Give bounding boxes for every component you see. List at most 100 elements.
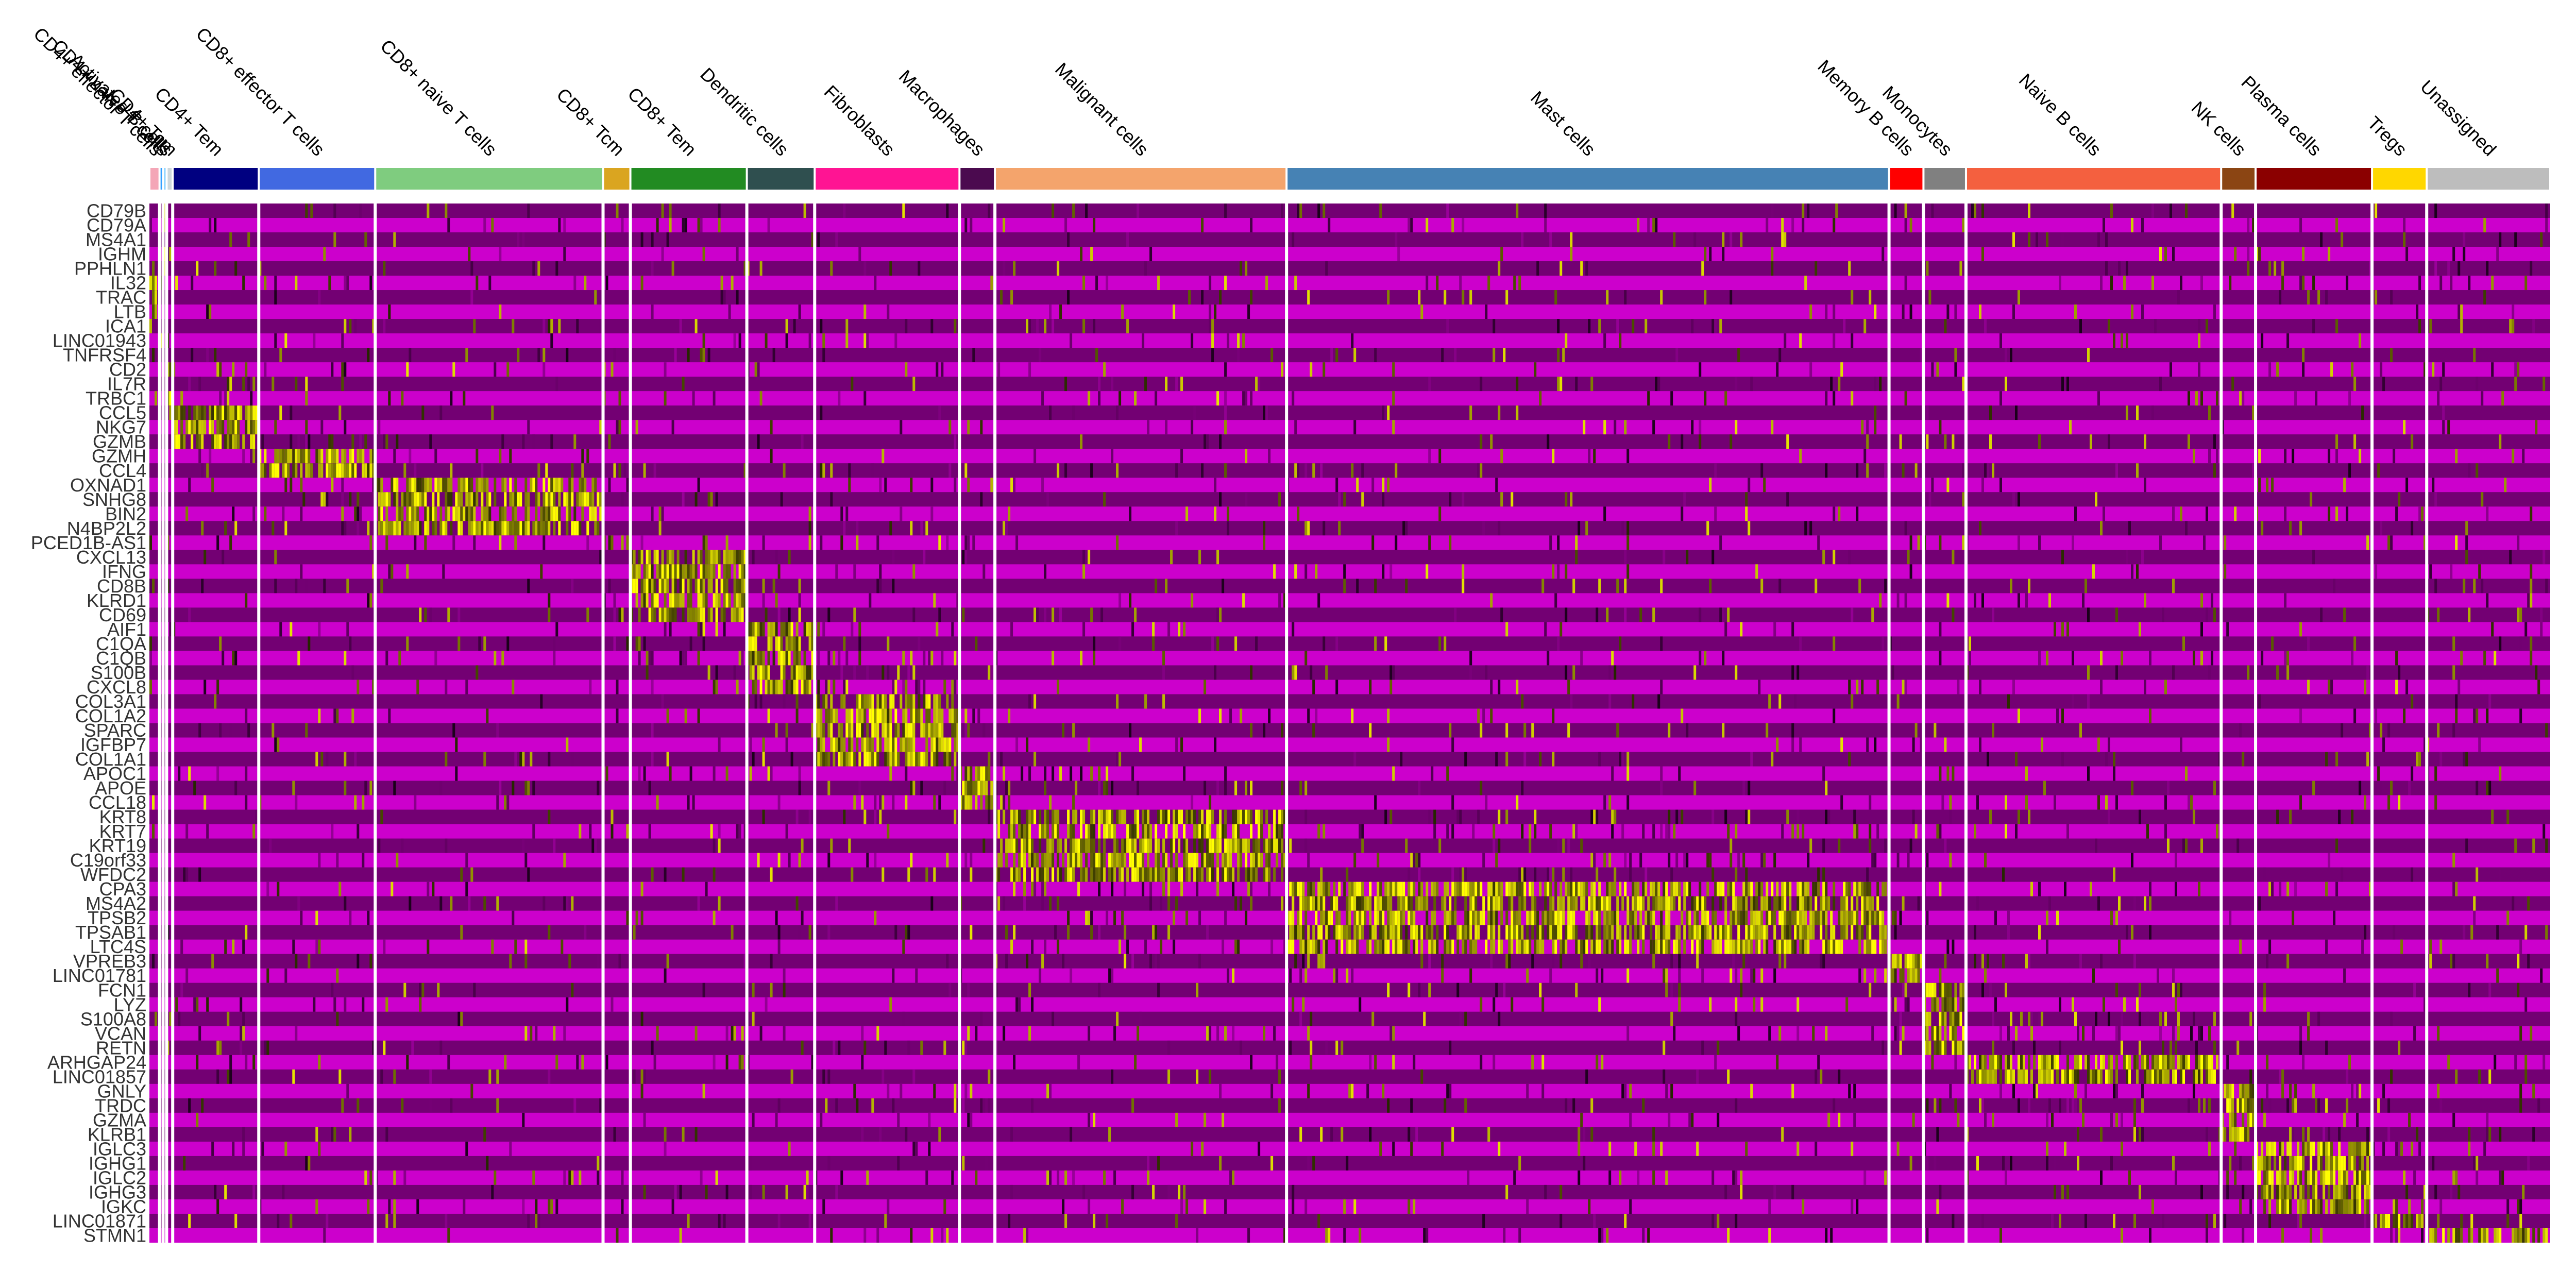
- heatmap-cell: [856, 694, 859, 709]
- heatmap-cell: [152, 579, 155, 594]
- heatmap-cell: [406, 636, 409, 651]
- heatmap-cell: [1959, 997, 1962, 1012]
- heatmap-row-bin2: [149, 506, 2550, 521]
- heatmap-cell: [1278, 492, 1281, 507]
- heatmap-cell: [1268, 708, 1271, 723]
- heatmap-cell: [2224, 564, 2227, 579]
- heatmap-cell: [980, 781, 983, 795]
- heatmap-cell: [411, 492, 414, 507]
- heatmap-cell: [2015, 752, 2018, 767]
- heatmap-cell: [1124, 954, 1127, 969]
- heatmap-cell: [820, 723, 823, 738]
- heatmap-cell: [1833, 925, 1836, 940]
- heatmap-cell: [2258, 449, 2261, 464]
- heatmap-cell: [651, 651, 654, 666]
- heatmap-cell: [613, 636, 616, 651]
- heatmap-row-sparc: [149, 723, 2550, 738]
- heatmap-cell: [817, 232, 820, 247]
- heatmap-cell: [1206, 867, 1209, 882]
- heatmap-cell: [2299, 521, 2302, 536]
- heatmap-cell: [1748, 781, 1751, 795]
- heatmap-cell: [1786, 809, 1789, 824]
- heatmap-cell: [1013, 824, 1016, 839]
- heatmap-cell: [1926, 434, 1929, 449]
- heatmap-cell: [548, 925, 551, 940]
- heatmap-cell: [707, 348, 710, 363]
- heatmap-cell: [204, 680, 207, 694]
- heatmap-cell: [1008, 795, 1011, 810]
- heatmap-cell: [2491, 809, 2494, 824]
- heatmap-cell: [912, 781, 916, 795]
- heatmap-cell: [1585, 882, 1588, 896]
- heatmap-cell: [2530, 636, 2533, 651]
- heatmap-cell: [682, 593, 685, 608]
- heatmap-cell: [2200, 593, 2203, 608]
- heatmap-cell: [2535, 665, 2538, 680]
- heatmap-cell: [2136, 997, 2139, 1012]
- heatmap-cell: [2144, 593, 2146, 608]
- heatmap-cell: [1485, 304, 1488, 319]
- heatmap-cell: [1240, 261, 1243, 276]
- heatmap-cell: [1229, 838, 1232, 853]
- heatmap-cell: [1052, 319, 1055, 334]
- heatmap-cell: [336, 853, 339, 868]
- heatmap-cell: [1224, 204, 1227, 218]
- heatmap-cell: [383, 261, 386, 276]
- heatmap-cell: [892, 968, 895, 983]
- heatmap-cell: [1232, 882, 1235, 896]
- heatmap-cell: [1366, 939, 1369, 954]
- heatmap-cell: [2351, 651, 2354, 666]
- heatmap-cell: [1049, 405, 1052, 420]
- heatmap-cell: [1320, 882, 1323, 896]
- heatmap-cell: [884, 752, 887, 767]
- heatmap-cell: [1678, 954, 1681, 969]
- heatmap-cell: [2292, 910, 2295, 925]
- heatmap-cell: [671, 593, 674, 608]
- heatmap-cell: [183, 434, 186, 449]
- heatmap-cell: [1904, 276, 1907, 291]
- heatmap-cell: [540, 521, 543, 536]
- heatmap-cell: [1462, 564, 1465, 579]
- heatmap-cell: [1611, 824, 1614, 839]
- heatmap-cell: [2545, 218, 2548, 233]
- heatmap-cell: [274, 463, 277, 478]
- heatmap-cell: [2061, 752, 2064, 767]
- heatmap-cell: [775, 636, 778, 651]
- heatmap-cell: [783, 463, 786, 478]
- heatmap-cell: [364, 463, 367, 478]
- heatmap-cell: [707, 564, 710, 579]
- heatmap-cell: [988, 665, 991, 680]
- heatmap-cell: [354, 506, 357, 521]
- heatmap-cell: [1699, 434, 1702, 449]
- heatmap-cell: [1693, 896, 1697, 911]
- heatmap-cell: [349, 636, 352, 651]
- heatmap-cell: [858, 247, 861, 262]
- heatmap-cell: [2208, 449, 2211, 464]
- heatmap-cell: [803, 680, 806, 694]
- heatmap-cell: [741, 550, 744, 565]
- heatmap-cell: [1931, 204, 1934, 218]
- heatmap-cell: [349, 492, 352, 507]
- heatmap-cell: [1730, 939, 1733, 954]
- heatmap-cell: [1137, 781, 1140, 795]
- heatmap-cell: [1778, 694, 1782, 709]
- heatmap-cell: [1562, 896, 1565, 911]
- heatmap-cell: [1323, 636, 1326, 651]
- heatmap-cell: [1328, 925, 1331, 940]
- heatmap-cell: [1944, 997, 1947, 1012]
- heatmap-cell: [586, 535, 589, 550]
- heatmap-cell: [1214, 304, 1217, 319]
- heatmap-cell: [269, 838, 272, 853]
- heatmap-cell: [1129, 824, 1132, 839]
- heatmap-cell: [918, 752, 921, 767]
- heatmap-cell: [970, 867, 973, 882]
- heatmap-cell: [206, 304, 209, 319]
- heatmap-cell: [618, 463, 621, 478]
- heatmap-cell: [1211, 838, 1214, 853]
- heatmap-cell: [682, 377, 685, 392]
- heatmap-cell: [1853, 809, 1856, 824]
- heatmap-cell: [1809, 521, 1812, 536]
- heatmap-cell: [770, 449, 773, 464]
- heatmap-cell: [661, 506, 664, 521]
- heatmap-cell: [2509, 550, 2512, 565]
